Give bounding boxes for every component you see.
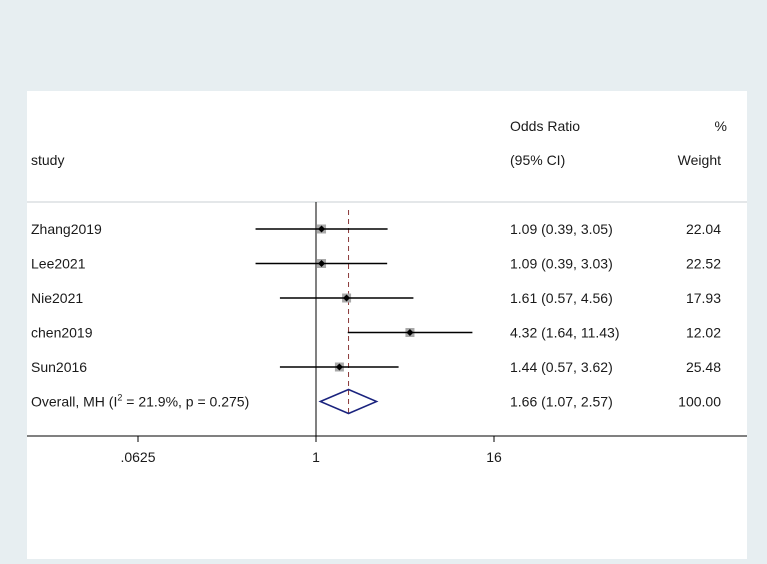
- header-effect-line1: Odds Ratio: [510, 118, 580, 134]
- study-weight-text: 22.52: [686, 256, 721, 272]
- study-point-estimate: [335, 363, 343, 371]
- study-ci-text: 1.44 (0.57, 3.62): [510, 359, 613, 375]
- header-study-label: study: [31, 152, 64, 168]
- study-name-label: Sun2016: [31, 359, 87, 375]
- overall-weight-text: 100.00: [678, 394, 721, 410]
- study-weight-text: 12.02: [686, 325, 721, 341]
- study-name-label: Zhang2019: [31, 221, 102, 237]
- study-point-estimate: [318, 260, 326, 267]
- study-weight-text: 17.93: [686, 290, 721, 306]
- study-name-label: chen2019: [31, 325, 93, 341]
- study-rows: Zhang2019 1.09 (0.39, 3.05) 22.04 Lee2021 1.…: [31, 202, 721, 436]
- study-name-label: Lee2021: [31, 256, 86, 272]
- study-point-estimate: [406, 329, 414, 336]
- study-point-estimate: [318, 225, 326, 233]
- study-weight-text: 22.04: [686, 221, 721, 237]
- x-tick-label: 1: [312, 449, 320, 465]
- x-tick-label: .0625: [120, 449, 155, 465]
- header-weight-line2: Weight: [678, 152, 721, 168]
- x-axis-ticks: .0625 1 16: [120, 436, 502, 465]
- study-weight-text: 25.48: [686, 359, 721, 375]
- study-point-estimate: [343, 294, 351, 302]
- study-ci-text: 1.09 (0.39, 3.05): [510, 221, 613, 237]
- header-weight-line1: %: [715, 118, 727, 134]
- plot-background: [27, 91, 747, 559]
- overall-ci-text: 1.66 (1.07, 2.57): [510, 394, 613, 410]
- header-effect-line2: (95% CI): [510, 152, 565, 168]
- overall-diamond: [318, 388, 379, 415]
- x-tick-label: 16: [486, 449, 502, 465]
- study-name-label: Nie2021: [31, 290, 83, 306]
- study-ci-text: 4.32 (1.64, 11.43): [510, 325, 619, 341]
- overall-label: Overall, MH (I2 = 21.9%, p = 0.275): [31, 393, 249, 410]
- study-ci-text: 1.61 (0.57, 4.56): [510, 290, 613, 306]
- study-ci-text: 1.09 (0.39, 3.03): [510, 256, 613, 272]
